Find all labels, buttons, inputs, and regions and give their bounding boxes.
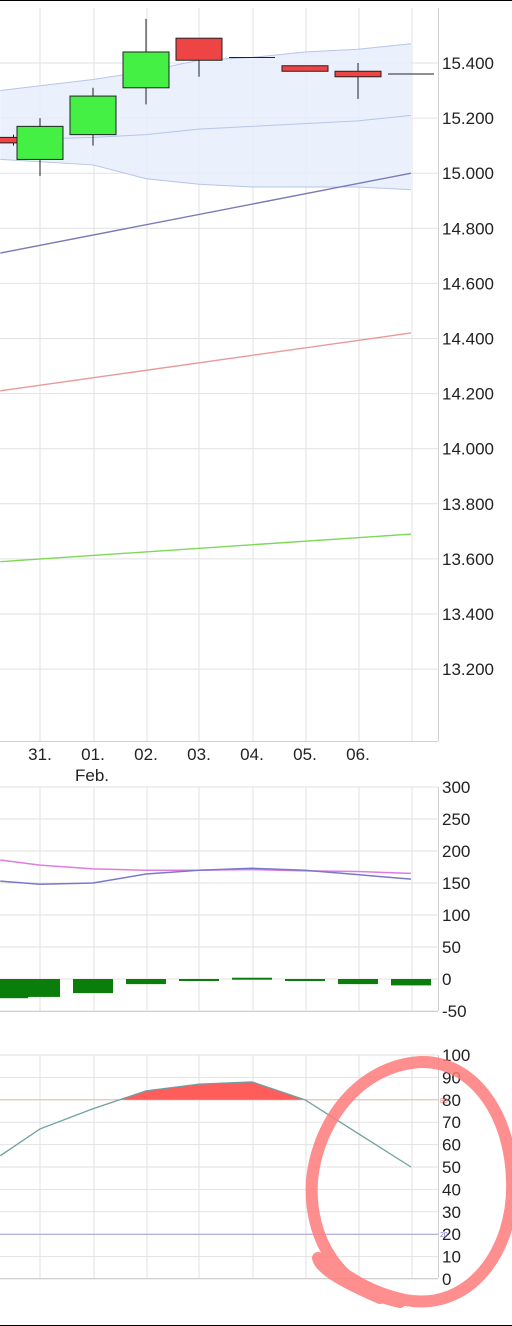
y-tick-label: 10: [442, 1248, 461, 1267]
x-tick-label: 06.: [346, 745, 370, 764]
x-tick-label: 31.: [28, 745, 52, 764]
indicator-line: [0, 859, 412, 875]
y-tick-label: 20: [442, 1225, 461, 1244]
candle-down: [281, 65, 329, 72]
y-tick-label: 70: [442, 1113, 461, 1132]
y-tick-label: 250: [442, 810, 470, 829]
y-tick-label: 14.400: [442, 330, 494, 349]
histogram-bar: [20, 979, 60, 997]
x-tick-sublabel: Feb.: [75, 766, 109, 785]
annotation-circle-stroke: [305, 1055, 512, 1308]
y-tick-label: 40: [442, 1180, 461, 1199]
y-tick-label: 50: [442, 1158, 461, 1177]
moving-average-line: [0, 172, 412, 254]
y-tick-label: 150: [442, 874, 470, 893]
overbought-fill: [119, 1081, 305, 1100]
bollinger-upper-line: [0, 43, 412, 92]
y-tick-label: 13.600: [442, 550, 494, 569]
y-tick-label: 15.200: [442, 109, 494, 128]
histogram-bar: [232, 977, 272, 980]
y-tick-label: 100: [442, 1046, 470, 1065]
bollinger-middle-line: [0, 114, 412, 141]
candle-up: [16, 125, 64, 160]
histogram-bar: [338, 979, 378, 985]
y-tick-label: 14.600: [442, 274, 494, 293]
x-tick-label: 02.: [134, 745, 158, 764]
indicator-line: [0, 867, 412, 886]
y-tick-label: 0: [442, 970, 451, 989]
y-tick-label: 14.800: [442, 219, 494, 238]
price-panel: 15.400 15.200 15.000 14.800 14.600 14.400 14.2…: [0, 8, 494, 785]
y-tick-label: 50: [442, 938, 461, 957]
y-tick-label: 300: [442, 778, 470, 797]
x-tick-label: 03.: [187, 745, 211, 764]
y-tick-label: 13.200: [442, 660, 494, 679]
candle-up: [122, 51, 170, 89]
moving-average-line: [0, 533, 412, 563]
x-tick-label: 05.: [293, 745, 317, 764]
moving-average-line: [0, 332, 412, 392]
y-tick-label: 15.400: [442, 54, 494, 73]
y-tick-label: 80: [442, 1091, 461, 1110]
y-tick-label: 15.000: [442, 164, 494, 183]
candle-down: [334, 70, 382, 78]
y-tick-label: 13.400: [442, 605, 494, 624]
x-tick-label: 01.: [81, 745, 105, 764]
overbought-label: 80: [440, 1098, 448, 1105]
y-tick-label: 200: [442, 842, 470, 861]
histogram-bar: [179, 979, 219, 981]
y-tick-label: 13.800: [442, 495, 494, 514]
candle-down: [175, 37, 223, 61]
candle-up: [69, 95, 117, 136]
y-tick-label: 14.000: [442, 440, 494, 459]
hand-drawn-circle-annotation: [305, 1055, 512, 1308]
histogram-bar: [73, 979, 113, 994]
histogram-bar: [285, 979, 325, 981]
macd-panel: 300 250 200 150 100 50 0 -50: [0, 778, 470, 1021]
y-tick-label: 0: [442, 1270, 451, 1289]
histogram-bar: [391, 979, 431, 986]
bollinger-lower-line: [0, 158, 412, 191]
oversold-label: 20: [440, 1232, 448, 1239]
stochastic-line: [0, 1081, 412, 1168]
x-tick-label: 04.: [240, 745, 264, 764]
y-tick-label: 30: [442, 1203, 461, 1222]
y-tick-label: -50: [442, 1002, 467, 1021]
y-tick-label: 14.200: [442, 385, 494, 404]
bollinger-band-fill: [0, 43, 411, 190]
y-tick-label: 60: [442, 1136, 461, 1155]
histogram-bar: [126, 979, 166, 985]
y-tick-label: 100: [442, 906, 470, 925]
